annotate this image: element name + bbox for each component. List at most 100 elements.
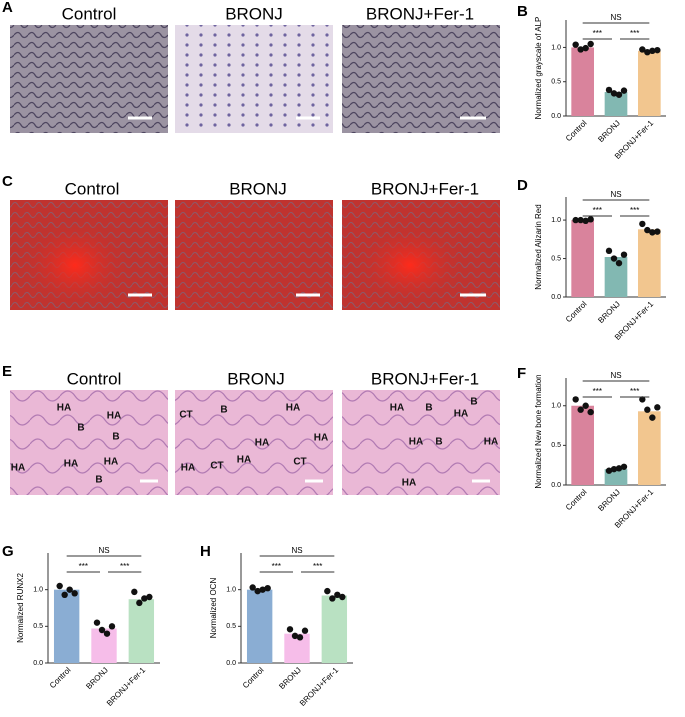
panel-letter: D (517, 177, 528, 194)
data-point (610, 90, 618, 97)
data-point (644, 226, 651, 234)
tissue-label: HA (237, 455, 251, 466)
micrograph (175, 25, 333, 133)
y-tick-label: 0.0 (551, 294, 561, 301)
data-point (620, 87, 628, 94)
data-point (146, 593, 153, 601)
data-point (587, 408, 594, 416)
y-axis-label: Normalized Alizarin Red (534, 204, 543, 289)
data-point (644, 406, 651, 413)
y-tick-label: 0.5 (551, 442, 561, 449)
data-point (649, 229, 656, 236)
data-point (61, 591, 68, 598)
tissue-label: B (95, 475, 102, 486)
tissue-label: CT (179, 410, 192, 421)
x-tick-label: BRONJ (84, 666, 110, 692)
data-point (639, 220, 646, 228)
data-point (615, 259, 623, 267)
data-point (649, 414, 656, 421)
tissue-label: B (470, 397, 477, 408)
x-tick-label: Control (241, 665, 266, 690)
y-tick-label: 1.0 (551, 403, 561, 410)
micrograph (10, 390, 168, 495)
tissue-label: HA (11, 463, 25, 474)
data-point (572, 396, 579, 403)
image-title: Control (65, 179, 120, 198)
data-point (98, 626, 106, 634)
data-point (639, 396, 646, 403)
data-point (587, 216, 594, 223)
y-tick-label: 1.0 (226, 587, 236, 594)
significance-label: NS (610, 371, 621, 380)
bar (571, 47, 594, 116)
data-point (615, 465, 623, 472)
data-point (296, 634, 304, 641)
data-point (329, 595, 336, 602)
x-tick-label: Control (564, 299, 589, 324)
data-point (654, 228, 661, 235)
data-point (582, 44, 589, 52)
tissue-label: HA (409, 437, 423, 448)
y-tick-label: 1.0 (551, 217, 561, 224)
tissue-label: HA (454, 409, 468, 420)
y-tick-label: 1.0 (33, 587, 43, 594)
y-axis-label: Normalized grayscale of ALP (534, 17, 543, 120)
x-tick-label: BRONJ (596, 488, 622, 514)
bar (604, 92, 628, 116)
image-title: BRONJ+Fer-1 (371, 179, 479, 198)
panel-letter: F (517, 365, 526, 382)
panel-letter: E (2, 363, 12, 380)
panel-letters: A B C D E F G H (2, 0, 528, 560)
data-point (103, 630, 111, 637)
data-point (301, 627, 309, 634)
data-point (577, 406, 584, 413)
significance-label: *** (593, 29, 602, 38)
significance-label: *** (593, 387, 602, 396)
bar (321, 595, 348, 663)
data-point (131, 588, 138, 596)
data-point (620, 251, 628, 258)
x-tick-label: BRONJ (596, 300, 622, 326)
x-tick-label: Control (48, 665, 73, 690)
significance-label: NS (98, 546, 109, 555)
data-point (108, 623, 116, 630)
data-point (620, 463, 628, 470)
data-point (56, 582, 63, 590)
data-point (324, 587, 331, 595)
y-axis-label: Normalized OCN (209, 578, 218, 639)
tissue-label: HA (181, 463, 195, 474)
tissue-label: HA (286, 403, 300, 414)
bar (638, 411, 661, 485)
image-title: Control (62, 4, 117, 23)
data-point (654, 404, 661, 411)
data-point (286, 626, 294, 633)
data-point (259, 586, 266, 593)
y-tick-label: 0.0 (226, 660, 236, 667)
tissue-label: HA (314, 433, 328, 444)
data-point (654, 46, 661, 54)
significance-label: *** (630, 206, 639, 215)
data-point (610, 255, 618, 262)
data-point (254, 587, 261, 595)
bar (246, 589, 273, 663)
micrograph (175, 200, 333, 310)
data-point (605, 247, 613, 255)
tissue-annotations: HA HA B B HA HA HA B CT B HA HA HA HA CT… (11, 397, 498, 489)
data-point (605, 467, 613, 474)
micrograph (342, 390, 500, 495)
significance-label: *** (313, 562, 322, 571)
significance-label: *** (593, 206, 602, 215)
data-point (577, 216, 584, 224)
tissue-label: CT (210, 461, 223, 472)
bar-chart: 0.0 0.5 1.0 Normalized Alizarin Red Control B… (534, 190, 666, 342)
data-point (605, 86, 613, 94)
panel-letter: A (2, 0, 13, 16)
micrographs (10, 25, 500, 495)
micrograph (175, 390, 333, 495)
y-tick-label: 0.0 (551, 113, 561, 120)
bar (638, 50, 661, 116)
data-point (136, 599, 143, 607)
scale-bars (128, 116, 490, 483)
y-tick-label: 0.5 (551, 255, 561, 262)
